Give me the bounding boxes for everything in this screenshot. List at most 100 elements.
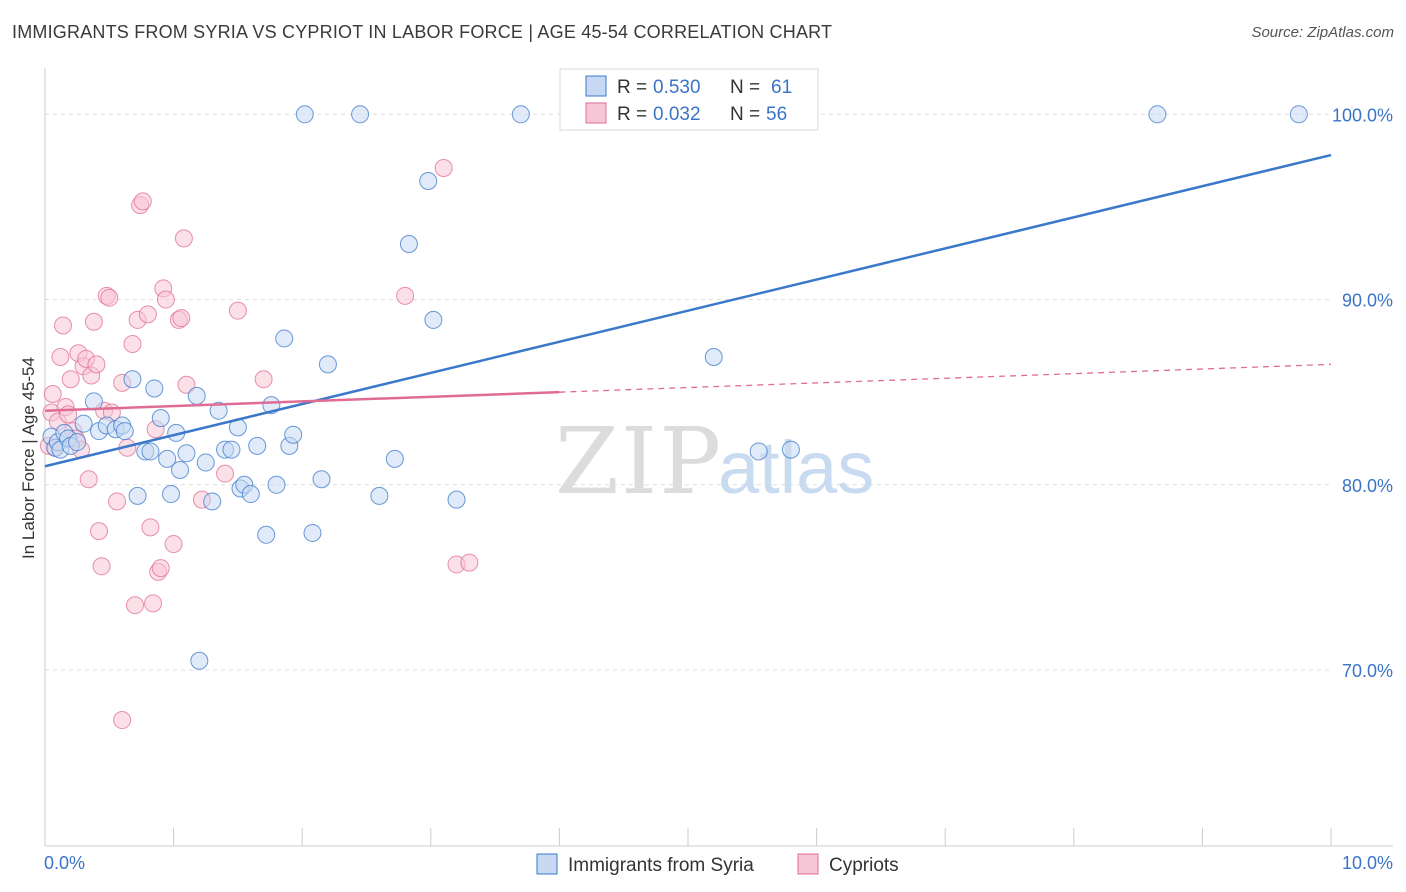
cypriot-point-24 xyxy=(100,288,119,307)
syria-point-40 xyxy=(275,329,294,348)
cypriot-point-34 xyxy=(138,305,157,324)
y-axis-title: In Labor Force | Age 45-54 xyxy=(19,357,38,559)
syria-point-39 xyxy=(267,475,286,494)
syria-point-8 xyxy=(74,414,93,433)
syria-point-47 xyxy=(351,105,370,124)
cypriot-trend-extension xyxy=(559,363,1332,393)
cypriot-point-19 xyxy=(87,355,106,374)
syria-point-58 xyxy=(1148,105,1167,124)
syria-point-51 xyxy=(419,171,438,190)
cypriot-point-52 xyxy=(434,159,453,178)
syria-point-56 xyxy=(749,442,768,461)
y-tick-label-70: 70.0% xyxy=(1342,661,1393,681)
stats-r-label-1: R = xyxy=(617,77,652,98)
chart-title: IMMIGRANTS FROM SYRIA VS CYPRIOT IN LABO… xyxy=(12,22,833,42)
syria-point-44 xyxy=(303,523,322,542)
syria-point-7 xyxy=(68,433,87,452)
syria-point-22 xyxy=(162,485,181,504)
syria-point-53 xyxy=(447,490,466,509)
y-tick-label-90: 90.0% xyxy=(1342,291,1393,311)
cypriot-point-54 xyxy=(460,553,479,572)
syria-point-43 xyxy=(295,105,314,124)
stats-r-value-2: 0.032 xyxy=(653,104,701,125)
cypriot-point-6 xyxy=(54,316,73,335)
stats-n-label-1: N = xyxy=(730,77,765,98)
legend-swatch-cypriots xyxy=(797,853,819,875)
stats-r-value-1: 0.530 xyxy=(653,77,701,98)
syria-point-60 xyxy=(190,651,209,670)
syria-point-18 xyxy=(141,442,160,461)
stats-swatch-pink xyxy=(585,102,607,124)
syria-point-55 xyxy=(704,347,723,366)
grid-layer xyxy=(45,113,1331,671)
cypriot-point-48 xyxy=(216,464,235,483)
cypriot-point-55 xyxy=(113,711,132,730)
cypriot-point-21 xyxy=(92,557,111,576)
syria-point-50 xyxy=(399,234,418,253)
cypriot-point-49 xyxy=(228,301,247,320)
chart-source: Source: ZipAtlas.com xyxy=(1251,24,1394,41)
syria-point-16 xyxy=(128,486,147,505)
syria-point-24 xyxy=(171,460,190,479)
syria-point-54 xyxy=(511,105,530,124)
cypriot-point-51 xyxy=(396,286,415,305)
y-tick-label-80: 80.0% xyxy=(1342,476,1393,496)
series-legend: Immigrants from Syria Cypriots xyxy=(536,853,899,876)
syria-point-48 xyxy=(370,486,389,505)
cypriot-point-20 xyxy=(90,522,109,541)
syria-point-21 xyxy=(158,449,177,468)
cypriot-point-9 xyxy=(61,370,80,389)
legend-label-cypriots: Cypriots xyxy=(829,855,899,876)
syria-point-27 xyxy=(196,453,215,472)
cypriot-point-26 xyxy=(108,492,127,511)
syria-point-49 xyxy=(385,449,404,468)
syria-point-45 xyxy=(312,470,331,489)
cypriot-point-33 xyxy=(133,192,152,211)
syria-point-46 xyxy=(318,355,337,374)
syria-point-15 xyxy=(123,370,142,389)
stats-swatch-blue xyxy=(585,75,607,97)
x-tick-label-0: 0.0% xyxy=(44,853,85,873)
trend-layer xyxy=(44,153,1332,468)
x-tick-label-10: 10.0% xyxy=(1342,853,1393,873)
syria-point-37 xyxy=(257,525,276,544)
stats-r-label-2: R = xyxy=(617,104,652,125)
cypriot-point-5 xyxy=(51,347,70,366)
syria-trend-line xyxy=(44,153,1332,468)
legend-swatch-syria xyxy=(536,853,558,875)
stats-legend: R = 0.530 N = 61 R = 0.032 N = 56 xyxy=(559,68,819,131)
cypriot-point-39 xyxy=(151,559,170,578)
stats-n-value-2: 56 xyxy=(766,104,787,125)
cypriot-point-41 xyxy=(156,290,175,309)
watermark: ZIP atlas xyxy=(555,408,874,515)
cypriot-point-29 xyxy=(123,335,142,354)
syria-point-31 xyxy=(222,440,241,459)
cypriot-point-36 xyxy=(144,594,163,613)
syria-point-20 xyxy=(151,409,170,428)
watermark-atlas: atlas xyxy=(718,426,874,509)
series-layer xyxy=(39,105,1308,730)
syria-point-52 xyxy=(424,310,443,329)
cypriot-trend-line xyxy=(44,390,560,412)
cypriot-point-2 xyxy=(43,385,62,404)
syria-point-29 xyxy=(209,401,228,420)
stats-n-value-1: 61 xyxy=(771,77,792,98)
syria-point-42 xyxy=(284,425,303,444)
legend-label-syria: Immigrants from Syria xyxy=(568,855,754,876)
cypriot-point-35 xyxy=(141,518,160,537)
cypriot-point-16 xyxy=(79,470,98,489)
y-tick-label-100: 100.0% xyxy=(1332,105,1393,125)
watermark-zip: ZIP xyxy=(555,408,723,515)
cypriot-point-18 xyxy=(84,312,103,331)
syria-point-57 xyxy=(781,440,800,459)
syria-point-19 xyxy=(145,379,164,398)
syria-point-36 xyxy=(248,436,267,455)
syria-point-28 xyxy=(203,492,222,511)
axis-layer: 70.0% 80.0% 90.0% 100.0% xyxy=(44,68,1393,847)
cypriot-point-30 xyxy=(126,596,145,615)
syria-point-14 xyxy=(115,422,134,441)
cypriot-point-46 xyxy=(177,375,196,394)
syria-point-25 xyxy=(177,444,196,463)
cypriot-point-44 xyxy=(172,309,191,328)
